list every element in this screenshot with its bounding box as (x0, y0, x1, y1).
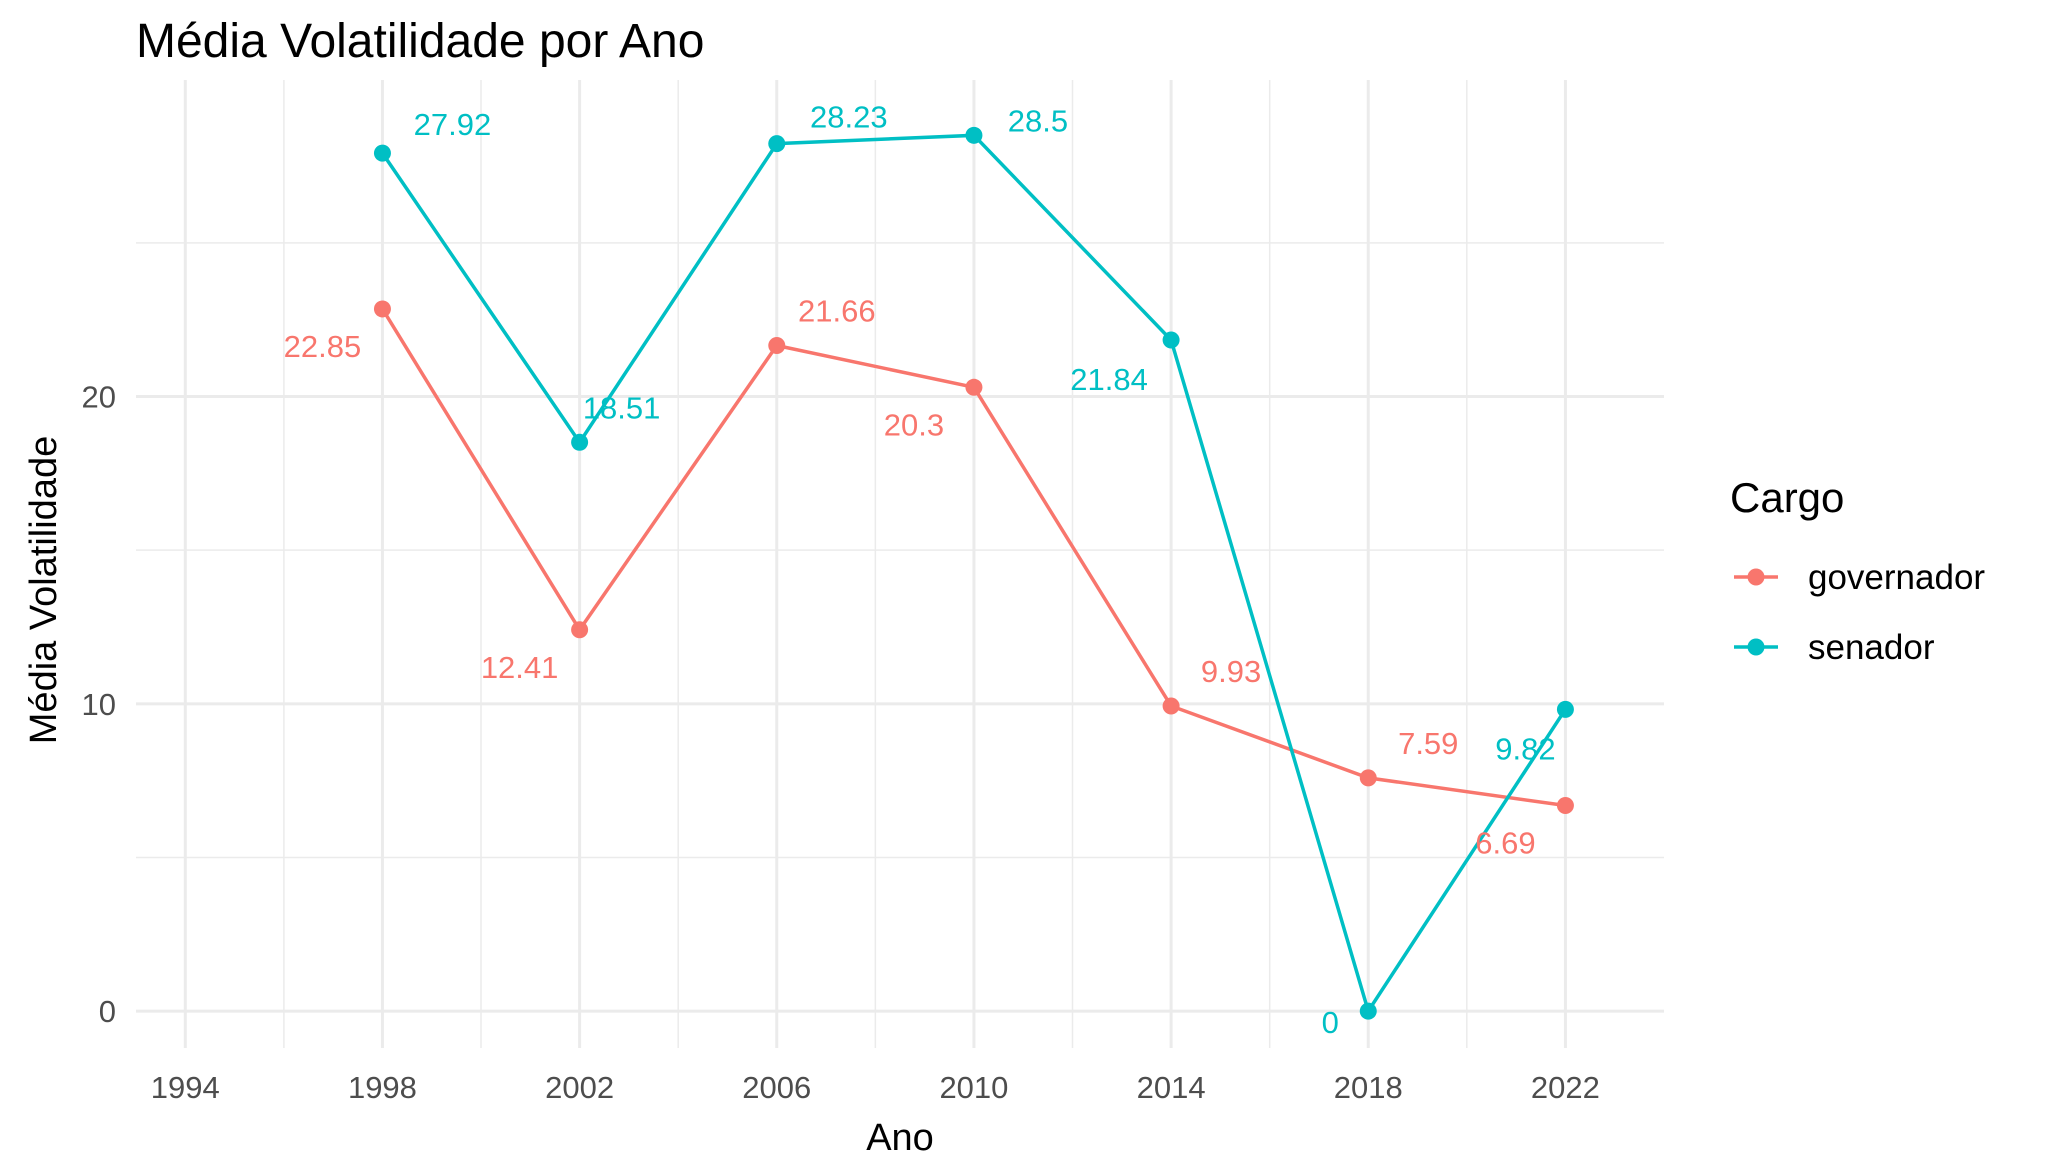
legend: Cargo governador senador (1730, 474, 1985, 667)
data-point-senador (965, 126, 983, 144)
legend-label: governador (1808, 558, 1985, 597)
data-label-governador: 21.66 (798, 294, 876, 329)
minor-gridlines (136, 80, 1664, 1048)
data-label-senador: 0 (1322, 1005, 1339, 1040)
data-point-governador (768, 337, 786, 355)
chart-title: Média Volatilidade por Ano (136, 15, 705, 68)
x-tick-label: 2010 (939, 1070, 1008, 1105)
y-axis-title: Média Volatilidade (23, 436, 65, 744)
data-point-governador (1556, 797, 1574, 815)
x-axis-ticks: 1994 1998 2002 2006 2010 2014 2018 2022 (151, 1070, 1600, 1105)
data-labels: 22.85 12.41 21.66 20.3 9.93 7.59 6.69 27.92 18.5… (284, 100, 1556, 1041)
x-tick-label: 1998 (348, 1070, 417, 1105)
data-label-senador: 21.84 (1070, 362, 1148, 397)
data-point-senador (1556, 700, 1574, 718)
data-label-governador: 22.85 (284, 329, 362, 364)
legend-title: Cargo (1730, 474, 1844, 521)
data-point-governador (1162, 697, 1180, 715)
data-label-senador: 18.51 (583, 390, 661, 425)
x-tick-label: 1994 (151, 1070, 220, 1105)
x-tick-label: 2006 (742, 1070, 811, 1105)
x-tick-label: 2022 (1531, 1070, 1600, 1105)
x-axis-title: Ano (866, 1117, 934, 1159)
legend-label: senador (1808, 628, 1935, 667)
data-label-senador: 9.82 (1495, 731, 1555, 766)
data-label-senador: 27.92 (414, 107, 492, 142)
data-point-governador (571, 621, 589, 639)
y-tick-label: 10 (82, 687, 116, 722)
data-point-senador (1162, 331, 1180, 349)
data-point-senador (1359, 1002, 1377, 1020)
y-axis-ticks: 0 10 20 (82, 380, 116, 1030)
major-gridlines (136, 80, 1664, 1048)
series-layer (373, 126, 1574, 1020)
data-label-governador: 9.93 (1201, 654, 1261, 689)
data-label-senador: 28.5 (1008, 103, 1068, 138)
data-label-senador: 28.23 (810, 100, 888, 135)
y-tick-label: 0 (99, 994, 116, 1029)
data-label-governador: 12.41 (481, 650, 559, 685)
data-point-governador (373, 300, 391, 318)
data-point-governador (1359, 769, 1377, 787)
data-label-governador: 20.3 (884, 407, 944, 442)
legend-key-point (1747, 638, 1765, 656)
x-tick-label: 2002 (545, 1070, 614, 1105)
data-point-senador (373, 144, 391, 162)
data-label-governador: 6.69 (1475, 826, 1535, 861)
data-point-senador (768, 135, 786, 153)
x-tick-label: 2014 (1137, 1070, 1206, 1105)
legend-key-point (1747, 568, 1765, 586)
data-label-governador: 7.59 (1398, 726, 1458, 761)
x-tick-label: 2018 (1334, 1070, 1403, 1105)
data-point-senador (571, 433, 589, 451)
y-tick-label: 20 (82, 380, 116, 415)
data-point-governador (965, 378, 983, 396)
